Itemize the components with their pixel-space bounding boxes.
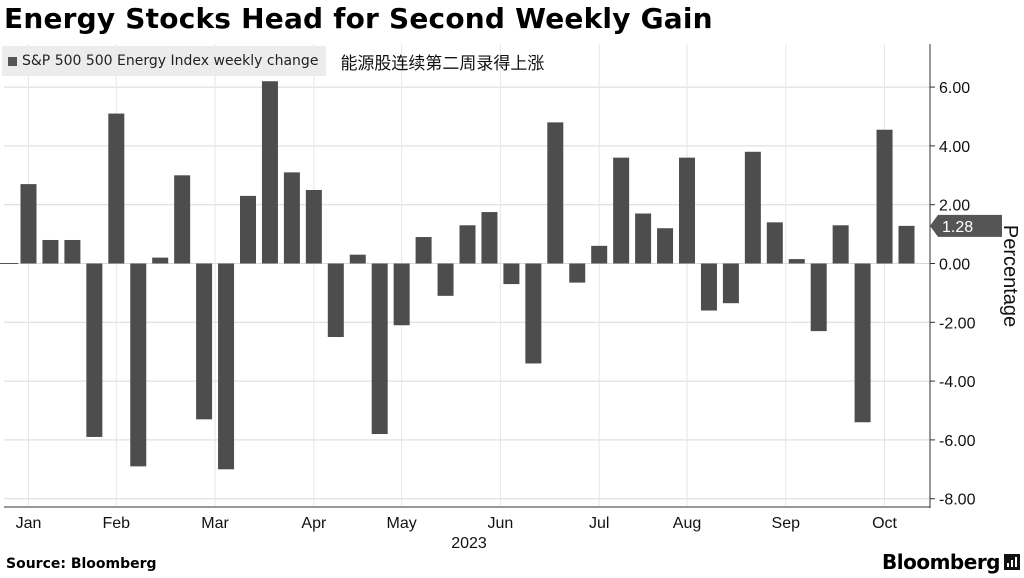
last-value-label: 1.28 <box>930 214 1002 237</box>
y-axis-title: Percentage <box>999 225 1021 327</box>
bar <box>459 225 476 264</box>
bar <box>42 239 59 264</box>
bar <box>810 263 827 332</box>
x-tick-label: May <box>387 515 417 532</box>
y-tick-label: -4.00 <box>939 374 976 391</box>
bar <box>371 263 388 435</box>
bar <box>700 263 717 311</box>
bar <box>503 263 520 285</box>
bar <box>305 190 322 264</box>
source-note: Source: Bloomberg <box>6 556 157 572</box>
x-tick-label: Jun <box>488 515 514 532</box>
bar <box>832 225 849 264</box>
bar <box>898 225 915 264</box>
bar <box>635 213 652 264</box>
bar <box>613 157 630 264</box>
x-axis-title: 2023 <box>451 535 487 552</box>
bar <box>876 129 893 264</box>
bar <box>393 263 410 326</box>
bar <box>481 212 498 264</box>
bar <box>547 122 564 264</box>
y-tick-label: 2.00 <box>939 198 970 215</box>
chart-title: Energy Stocks Head for Second Weekly Gai… <box>4 2 713 35</box>
x-tick-label: Sep <box>772 515 801 532</box>
bar <box>569 263 586 283</box>
bar <box>437 263 454 296</box>
legend-swatch <box>8 56 17 66</box>
y-tick-label: -2.00 <box>939 315 976 332</box>
brand-wordmark: Bloomberg <box>882 550 1000 574</box>
x-tick-label: Oct <box>872 515 897 532</box>
bar <box>108 113 125 264</box>
bar <box>174 175 191 264</box>
bar <box>349 254 366 264</box>
y-tick-label: -6.00 <box>939 433 976 450</box>
x-tick-label: Mar <box>201 515 229 532</box>
legend: S&P 500 500 Energy Index weekly change 能… <box>2 46 544 76</box>
y-tick-label: 4.00 <box>939 139 970 156</box>
bar <box>240 195 256 264</box>
bar <box>20 184 37 264</box>
bar <box>415 237 432 264</box>
y-tick-label: 6.00 <box>939 80 970 97</box>
x-tick-label: Aug <box>673 515 701 532</box>
bar <box>86 263 103 437</box>
x-tick-label: Feb <box>103 515 131 532</box>
bar <box>744 151 761 264</box>
bloomberg-logo-icon <box>1004 554 1020 570</box>
x-tick-label: Apr <box>301 515 327 532</box>
bar <box>283 172 300 264</box>
bar <box>64 239 81 264</box>
bar <box>788 259 805 264</box>
bar <box>525 263 542 364</box>
bar <box>591 245 608 264</box>
bar <box>218 263 235 470</box>
bar <box>196 263 213 420</box>
bars <box>20 81 915 470</box>
x-axis: Jan Feb Mar Apr May Jun Jul Aug Sep Oct 2023 <box>4 506 930 552</box>
last-value-text: 1.28 <box>942 219 973 236</box>
bar <box>130 263 147 467</box>
bar <box>854 263 871 423</box>
bar <box>766 222 783 264</box>
legend-box: S&P 500 500 Energy Index weekly change <box>2 46 327 76</box>
bar <box>261 81 278 264</box>
bar <box>152 257 169 264</box>
y-tick-label: -8.00 <box>939 492 976 509</box>
legend-label: S&P 500 500 Energy Index weekly change <box>22 53 319 69</box>
x-tick-label: Jul <box>589 515 609 532</box>
x-tick-label: Jan <box>16 515 42 532</box>
bar <box>722 263 739 304</box>
bar <box>657 228 674 264</box>
bar <box>679 157 695 264</box>
y-tick-label: 0.00 <box>939 257 970 274</box>
bar <box>327 263 344 337</box>
chart-subtitle: 能源股连续第二周录得上涨 <box>340 53 545 73</box>
last-value-badge <box>930 214 1002 237</box>
y-axis: 6.00 4.00 2.00 0.00 -2.00 -4.00 -6.00 -8.00 Perc… <box>929 44 1021 509</box>
